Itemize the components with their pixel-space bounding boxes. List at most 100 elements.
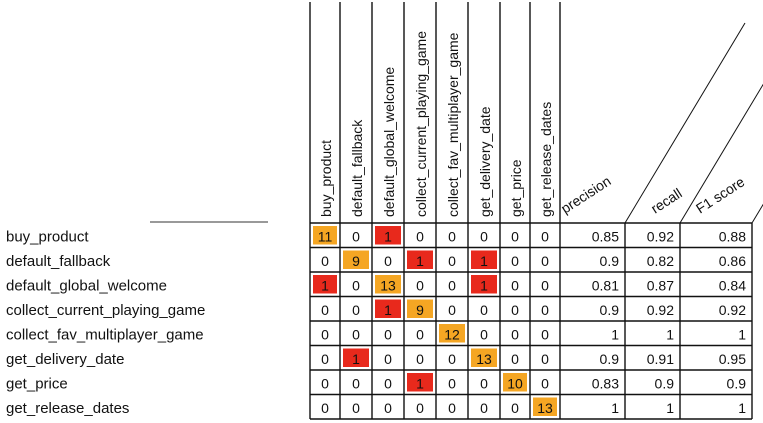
cell-value: 0 [511, 326, 519, 342]
metric-value: 0.88 [719, 228, 746, 244]
metric-value: 0.83 [592, 375, 619, 391]
row-label: buy_product [6, 228, 89, 245]
cell-value: 0 [352, 302, 360, 318]
metric-value: 0.9 [600, 351, 620, 367]
error-cell [343, 348, 369, 367]
cell-value: 1 [480, 277, 488, 293]
metric-value: 1 [611, 326, 619, 342]
cell-value: 0 [480, 375, 488, 391]
cell-value: 0 [448, 228, 456, 244]
cell-value: 0 [416, 351, 424, 367]
metric-value: 0.87 [647, 277, 674, 293]
cell-value: 12 [444, 326, 460, 342]
cell-value: 13 [537, 400, 553, 416]
cell-value: 1 [480, 253, 488, 269]
column-label: collect_current_playing_game [413, 31, 429, 217]
cell-value: 1 [416, 375, 424, 391]
cell-value: 0 [511, 253, 519, 269]
cell-value: 0 [511, 302, 519, 318]
labels-layer: buy_product default_fallback default_globa… [6, 31, 747, 417]
row-label: collect_current_playing_game [6, 302, 205, 319]
cell-value: 0 [448, 302, 456, 318]
cell-value: 0 [480, 326, 488, 342]
column-label: get_price [508, 159, 524, 217]
row-label: get_price [6, 375, 68, 392]
cell-value: 0 [511, 351, 519, 367]
metric-value: 0.85 [592, 228, 619, 244]
cell-value: 1 [384, 302, 392, 318]
diagonal-cell [375, 275, 401, 294]
cell-value: 1 [416, 253, 424, 269]
cell-value: 11 [318, 228, 333, 244]
cell-value: 0 [384, 351, 392, 367]
cell-value: 0 [448, 253, 456, 269]
cell-value: 1 [321, 277, 329, 293]
row-label: default_global_welcome [6, 277, 167, 294]
metric-value: 0.9 [655, 375, 675, 391]
cell-value: 0 [384, 375, 392, 391]
error-cell [313, 275, 337, 294]
cell-value: 0 [384, 253, 392, 269]
error-cell [375, 299, 401, 318]
cells-layer [313, 226, 557, 416]
cell-value: 0 [416, 400, 424, 416]
metric-value: 1 [611, 400, 619, 416]
cell-value: 10 [507, 375, 523, 391]
diagonal-cell [407, 299, 433, 318]
metric-value: 0.95 [719, 351, 746, 367]
cell-value: 0 [480, 228, 488, 244]
cell-value: 0 [321, 375, 329, 391]
metric-header-divider [679, 83, 763, 224]
cell-value: 0 [352, 326, 360, 342]
column-label: buy_product [318, 140, 334, 217]
cell-value: 0 [511, 277, 519, 293]
cell-value: 0 [384, 326, 392, 342]
cell-value: 0 [352, 375, 360, 391]
cell-value: 0 [511, 400, 519, 416]
cell-value: 0 [541, 326, 549, 342]
row-label: default_fallback [6, 253, 111, 270]
cell-value: 1 [384, 228, 392, 244]
metric-value: 1 [666, 326, 674, 342]
cell-value: 13 [380, 277, 396, 293]
row-label: get_delivery_date [6, 351, 124, 368]
column-label: default_fallback [349, 119, 365, 217]
cell-value: 0 [480, 302, 488, 318]
column-label: default_global_welcome [381, 67, 397, 217]
error-cell [471, 275, 497, 294]
metric-value: 0.92 [647, 228, 674, 244]
error-cell [407, 250, 433, 269]
error-cell [375, 226, 401, 245]
cell-value: 0 [541, 277, 549, 293]
row-label: get_release_dates [6, 400, 129, 417]
column-label: collect_fav_multiplayer_game [445, 32, 461, 217]
diagonal-cell [471, 348, 497, 367]
grid-layer [150, 2, 763, 420]
metric-value: 0.92 [647, 302, 674, 318]
diagonal-cell [533, 397, 557, 416]
cell-value: 0 [321, 400, 329, 416]
diagonal-cell [343, 250, 369, 269]
cell-value: 0 [541, 228, 549, 244]
cell-value: 0 [448, 400, 456, 416]
cell-value: 0 [416, 277, 424, 293]
cell-value: 0 [321, 351, 329, 367]
metric-header: precision [558, 173, 614, 217]
cell-value: 0 [352, 277, 360, 293]
metric-value: 0.81 [592, 277, 619, 293]
cell-value: 9 [352, 253, 360, 269]
error-cell [471, 250, 497, 269]
cell-value: 0 [416, 228, 424, 244]
cell-value: 0 [321, 326, 329, 342]
metric-value: 0.9 [727, 375, 747, 391]
cell-value: 1 [352, 351, 360, 367]
cell-value: 0 [541, 302, 549, 318]
row-label: collect_fav_multiplayer_game [6, 326, 204, 343]
metric-value: 0.91 [647, 351, 674, 367]
metric-value: 1 [666, 400, 674, 416]
cell-value: 0 [416, 326, 424, 342]
metric-value: 0.9 [600, 302, 620, 318]
column-label: get_release_dates [538, 102, 554, 217]
metric-header-divider [751, 203, 763, 224]
metric-value: 0.9 [600, 253, 620, 269]
